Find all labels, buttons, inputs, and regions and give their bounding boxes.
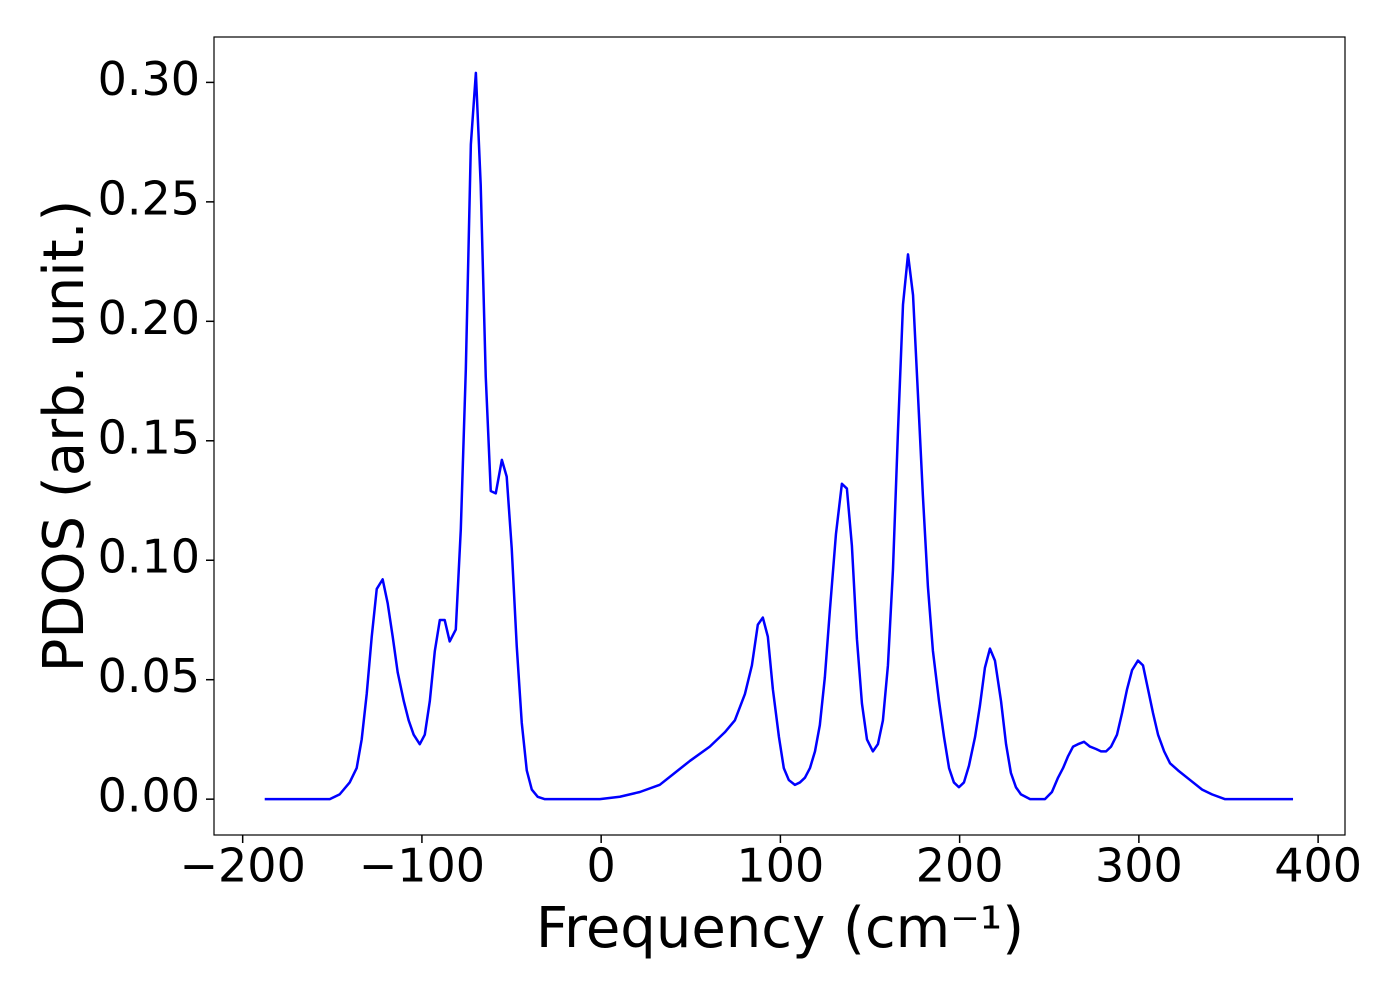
y-tick-label: 0.05	[98, 649, 200, 703]
x-tick-label: 400	[1274, 839, 1362, 893]
y-tick-label: 0.25	[98, 171, 200, 225]
y-axis-label: PDOS (arb. unit.)	[32, 200, 97, 673]
x-tick-label: −100	[359, 839, 485, 893]
x-tick-label: −200	[180, 839, 306, 893]
x-tick-label: 300	[1095, 839, 1183, 893]
x-tick-label: 0	[587, 839, 616, 893]
x-tick-label: 200	[916, 839, 1004, 893]
y-tick-label: 0.00	[98, 769, 200, 823]
y-tick-label: 0.15	[98, 410, 200, 464]
x-tick-label: 100	[736, 839, 824, 893]
x-axis-label: Frequency (cm⁻¹)	[536, 896, 1024, 961]
y-tick-label: 0.20	[98, 291, 200, 345]
y-tick-label: 0.10	[98, 530, 200, 584]
plot-frame	[213, 36, 1346, 836]
y-tick-label: 0.30	[98, 52, 200, 106]
pdos-line	[264, 71, 1294, 801]
